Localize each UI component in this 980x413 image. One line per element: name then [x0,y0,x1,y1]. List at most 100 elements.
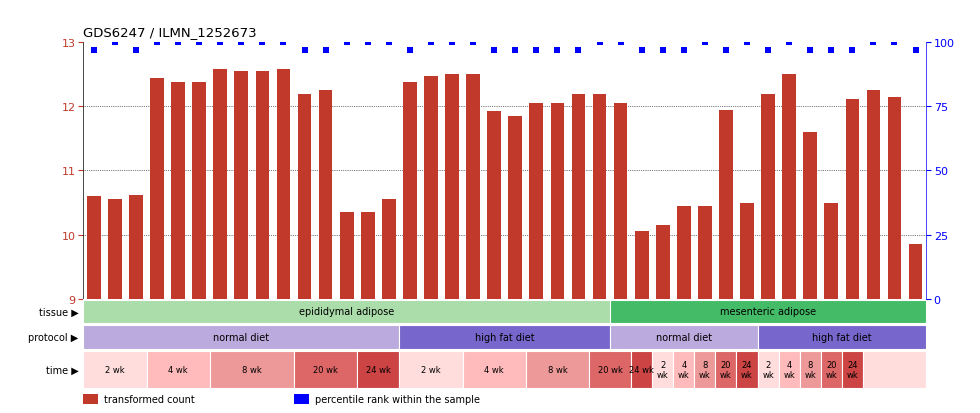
Bar [276,70,290,299]
Bar [172,83,185,299]
Bar [610,325,758,349]
Point [128,48,144,55]
Text: 8
wk: 8 wk [699,360,710,379]
Text: 24 wk: 24 wk [629,365,654,374]
Bar [715,351,737,388]
Point [528,48,544,55]
Bar [83,325,400,349]
Bar [445,75,459,299]
Bar [83,351,147,388]
Bar [214,70,227,299]
Bar [400,351,463,388]
Point [760,48,776,55]
Point [697,40,712,47]
Bar [361,213,374,299]
Bar [758,325,926,349]
Bar [846,100,859,299]
Point [466,40,481,47]
Point [402,48,417,55]
Text: transformed count: transformed count [104,394,195,404]
Bar [400,325,610,349]
Bar [908,244,922,299]
Point [907,48,923,55]
Text: normal diet: normal diet [656,332,711,342]
Bar [866,91,880,299]
Bar [298,95,312,299]
Text: mesenteric adipose: mesenteric adipose [720,306,816,316]
Bar [424,76,438,299]
Point [171,40,186,47]
Bar [778,351,800,388]
Point [803,48,818,55]
Bar [631,351,653,388]
Bar [525,351,589,388]
Point [423,40,439,47]
Text: GDS6247 / ILMN_1252673: GDS6247 / ILMN_1252673 [83,26,257,39]
Point [823,48,839,55]
Bar [698,206,711,299]
Bar [804,133,817,299]
Point [592,40,608,47]
Point [381,40,397,47]
Bar [108,200,122,299]
Bar [551,104,564,299]
Bar [509,117,522,299]
Text: 8 wk: 8 wk [548,365,567,374]
Bar [862,351,926,388]
Point [360,40,375,47]
Bar [210,351,294,388]
Bar [571,95,585,299]
Bar [610,300,926,323]
Text: 2 wk: 2 wk [421,365,441,374]
Text: 24
wk: 24 wk [847,360,858,379]
Bar [719,110,733,299]
Point [865,40,881,47]
Bar [294,394,309,404]
Bar [842,351,862,388]
Text: 2 wk: 2 wk [105,365,124,374]
Text: time ▶: time ▶ [46,365,78,375]
Text: 2
wk: 2 wk [657,360,668,379]
Bar [466,75,480,299]
Bar [318,91,332,299]
Bar [463,351,525,388]
Point [676,48,692,55]
Text: 20
wk: 20 wk [825,360,837,379]
Bar [87,197,101,299]
Text: epididymal adipose: epididymal adipose [299,306,394,316]
Bar [635,232,649,299]
Bar [888,97,902,299]
Bar [824,203,838,299]
Text: 8 wk: 8 wk [242,365,262,374]
Bar [340,213,354,299]
Point [486,48,502,55]
Point [508,48,523,55]
Point [887,40,903,47]
Text: 24
wk: 24 wk [741,360,753,379]
Text: 20 wk: 20 wk [598,365,622,374]
Bar [653,351,673,388]
Point [612,40,628,47]
Text: high fat diet: high fat diet [475,332,534,342]
Text: 4 wk: 4 wk [484,365,504,374]
Text: tissue ▶: tissue ▶ [38,306,78,316]
Bar [758,351,778,388]
Bar [357,351,400,388]
Text: percentile rank within the sample: percentile rank within the sample [316,394,480,404]
Bar [800,351,821,388]
Bar [403,83,416,299]
Bar [677,206,691,299]
Bar [820,351,842,388]
Point [570,48,586,55]
Bar [673,351,694,388]
Bar [737,351,758,388]
Point [107,40,122,47]
Bar [740,203,754,299]
Bar [593,95,607,299]
Bar [150,78,164,299]
Bar [256,72,270,299]
Text: 24 wk: 24 wk [366,365,391,374]
Text: 4 wk: 4 wk [169,365,188,374]
Point [149,40,165,47]
Point [550,48,565,55]
